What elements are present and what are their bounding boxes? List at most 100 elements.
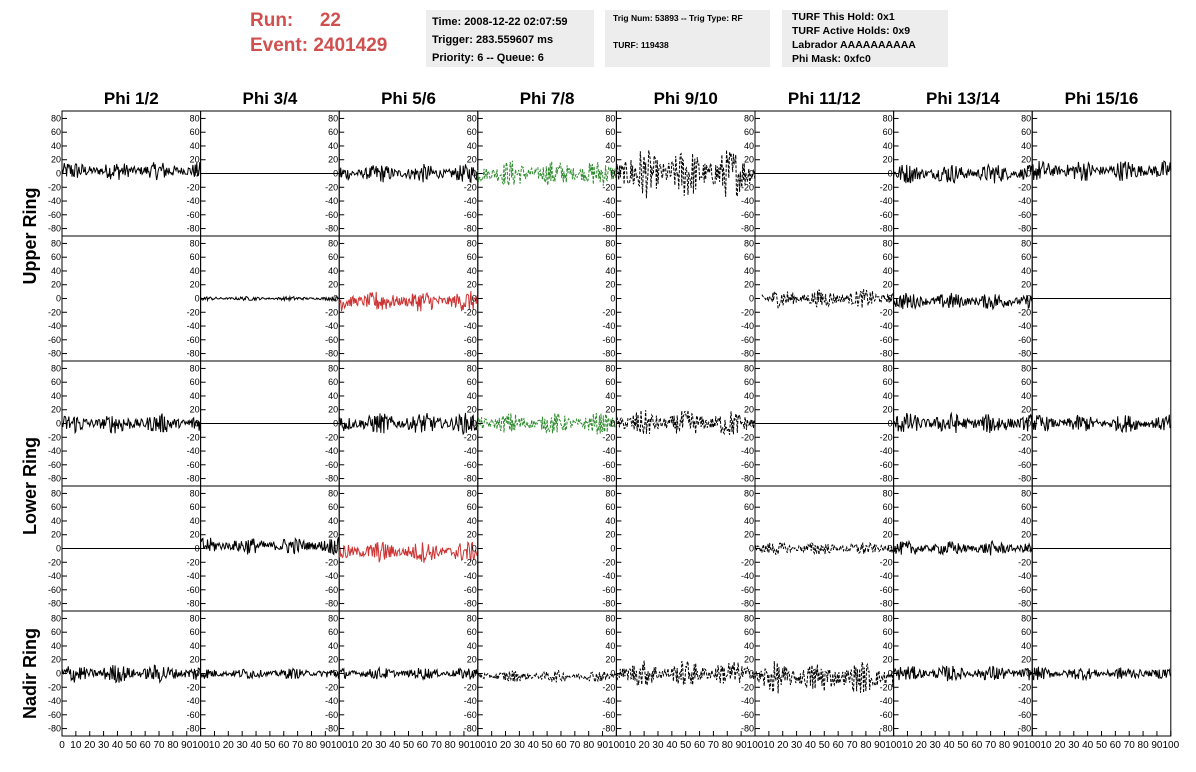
y-tick-label: -20 — [602, 432, 615, 442]
x-tick-label: 80 — [583, 740, 595, 751]
waveform-trace — [200, 536, 340, 556]
y-tick-label: 20 — [883, 405, 893, 415]
x-tick-label: 20 — [223, 740, 235, 751]
y-tick-label: 20 — [605, 655, 615, 665]
y-tick-label: -60 — [187, 210, 200, 220]
y-tick-label: 80 — [883, 613, 893, 623]
x-tick-label: 100 — [331, 740, 348, 751]
y-tick-label: -20 — [741, 432, 754, 442]
y-tick-label: 60 — [328, 127, 338, 137]
x-tick-label: 20 — [84, 740, 96, 751]
y-tick-label: 60 — [328, 627, 338, 637]
x-tick-label: 10 — [209, 740, 221, 751]
y-tick-label: 80 — [467, 613, 477, 623]
y-tick-label: -80 — [48, 599, 61, 609]
x-tick-label: 90 — [597, 740, 609, 751]
y-tick-label: 0 — [888, 419, 893, 429]
waveform-trace — [754, 661, 895, 694]
y-tick-label: -60 — [880, 335, 893, 345]
y-tick-label: 80 — [883, 488, 893, 498]
y-tick-label: -60 — [325, 460, 338, 470]
y-tick-label: -60 — [464, 210, 477, 220]
y-tick-label: -40 — [880, 571, 893, 581]
run-label: Run: — [250, 10, 294, 31]
y-tick-label: -20 — [880, 307, 893, 317]
y-tick-label: -20 — [325, 182, 338, 192]
y-tick-label: -60 — [602, 710, 615, 720]
y-tick-label: -40 — [187, 696, 200, 706]
waveform-trace — [893, 539, 1033, 556]
y-tick-label: -60 — [325, 210, 338, 220]
y-tick-label: -40 — [880, 196, 893, 206]
column-header: Phi 1/2 — [104, 89, 159, 108]
y-tick-label: -40 — [1018, 196, 1031, 206]
event-line: Event: 2401429 — [250, 33, 420, 58]
waveform-trace — [61, 413, 202, 435]
y-tick-label: -40 — [325, 446, 338, 456]
y-tick-label: 60 — [883, 627, 893, 637]
y-tick-label: 80 — [744, 488, 754, 498]
y-tick-label: 80 — [51, 488, 61, 498]
y-tick-label: -60 — [464, 335, 477, 345]
y-tick-label: -20 — [1018, 182, 1031, 192]
y-tick-label: 0 — [333, 294, 338, 304]
y-tick-label: -40 — [880, 321, 893, 331]
y-tick-label: 0 — [472, 544, 477, 554]
y-tick-label: 60 — [51, 502, 61, 512]
x-tick-label: 100 — [747, 740, 764, 751]
y-tick-label: 20 — [190, 405, 200, 415]
x-tick-label: 60 — [694, 740, 706, 751]
y-tick-label: 40 — [190, 641, 200, 651]
y-tick-label: -60 — [187, 335, 200, 345]
y-tick-label: 0 — [888, 669, 893, 679]
y-tick-label: 20 — [1021, 405, 1031, 415]
y-tick-label: 0 — [610, 544, 615, 554]
column-header: Phi 7/8 — [520, 89, 575, 108]
y-tick-label: 0 — [888, 169, 893, 179]
y-tick-label: 80 — [744, 363, 754, 373]
event-value: 2401429 — [313, 35, 388, 56]
x-tick-label: 50 — [542, 740, 554, 751]
y-tick-label: 20 — [1021, 655, 1031, 665]
y-tick-label: 20 — [51, 155, 61, 165]
y-tick-label: 40 — [51, 141, 61, 151]
y-tick-label: 80 — [190, 488, 200, 498]
y-tick-label: 40 — [883, 141, 893, 151]
y-tick-label: -20 — [880, 682, 893, 692]
y-tick-label: -80 — [880, 224, 893, 234]
y-tick-label: -40 — [48, 196, 61, 206]
y-tick-label: 20 — [744, 655, 754, 665]
y-tick-label: -40 — [741, 696, 754, 706]
y-tick-label: 60 — [328, 502, 338, 512]
y-tick-label: -20 — [1018, 432, 1031, 442]
y-tick-label: -40 — [325, 571, 338, 581]
y-tick-label: 20 — [467, 655, 477, 665]
y-tick-label: 0 — [56, 419, 61, 429]
y-tick-label: -20 — [602, 182, 615, 192]
y-tick-label: -40 — [602, 196, 615, 206]
y-tick-label: -60 — [741, 585, 754, 595]
y-tick-label: -60 — [1018, 710, 1031, 720]
x-tick-label: 80 — [445, 740, 457, 751]
y-tick-label: 60 — [605, 127, 615, 137]
y-tick-label: -80 — [325, 349, 338, 359]
y-tick-label: 80 — [744, 238, 754, 248]
y-tick-label: -40 — [187, 196, 200, 206]
y-tick-label: 20 — [328, 405, 338, 415]
x-tick-label: 10 — [1040, 740, 1052, 751]
y-tick-label: 60 — [190, 127, 200, 137]
y-tick-label: -40 — [602, 696, 615, 706]
y-tick-label: 0 — [610, 419, 615, 429]
y-tick-label: -20 — [187, 432, 200, 442]
y-tick-label: -60 — [48, 460, 61, 470]
y-tick-label: 0 — [195, 669, 200, 679]
x-tick-label: 70 — [153, 740, 165, 751]
y-tick-label: 0 — [749, 169, 754, 179]
y-tick-label: 40 — [467, 266, 477, 276]
y-tick-label: 0 — [749, 294, 754, 304]
y-tick-label: 60 — [883, 502, 893, 512]
y-tick-label: -60 — [602, 210, 615, 220]
event-label: Event: — [250, 35, 309, 56]
y-tick-label: 80 — [883, 363, 893, 373]
x-tick-label: 70 — [985, 740, 997, 751]
